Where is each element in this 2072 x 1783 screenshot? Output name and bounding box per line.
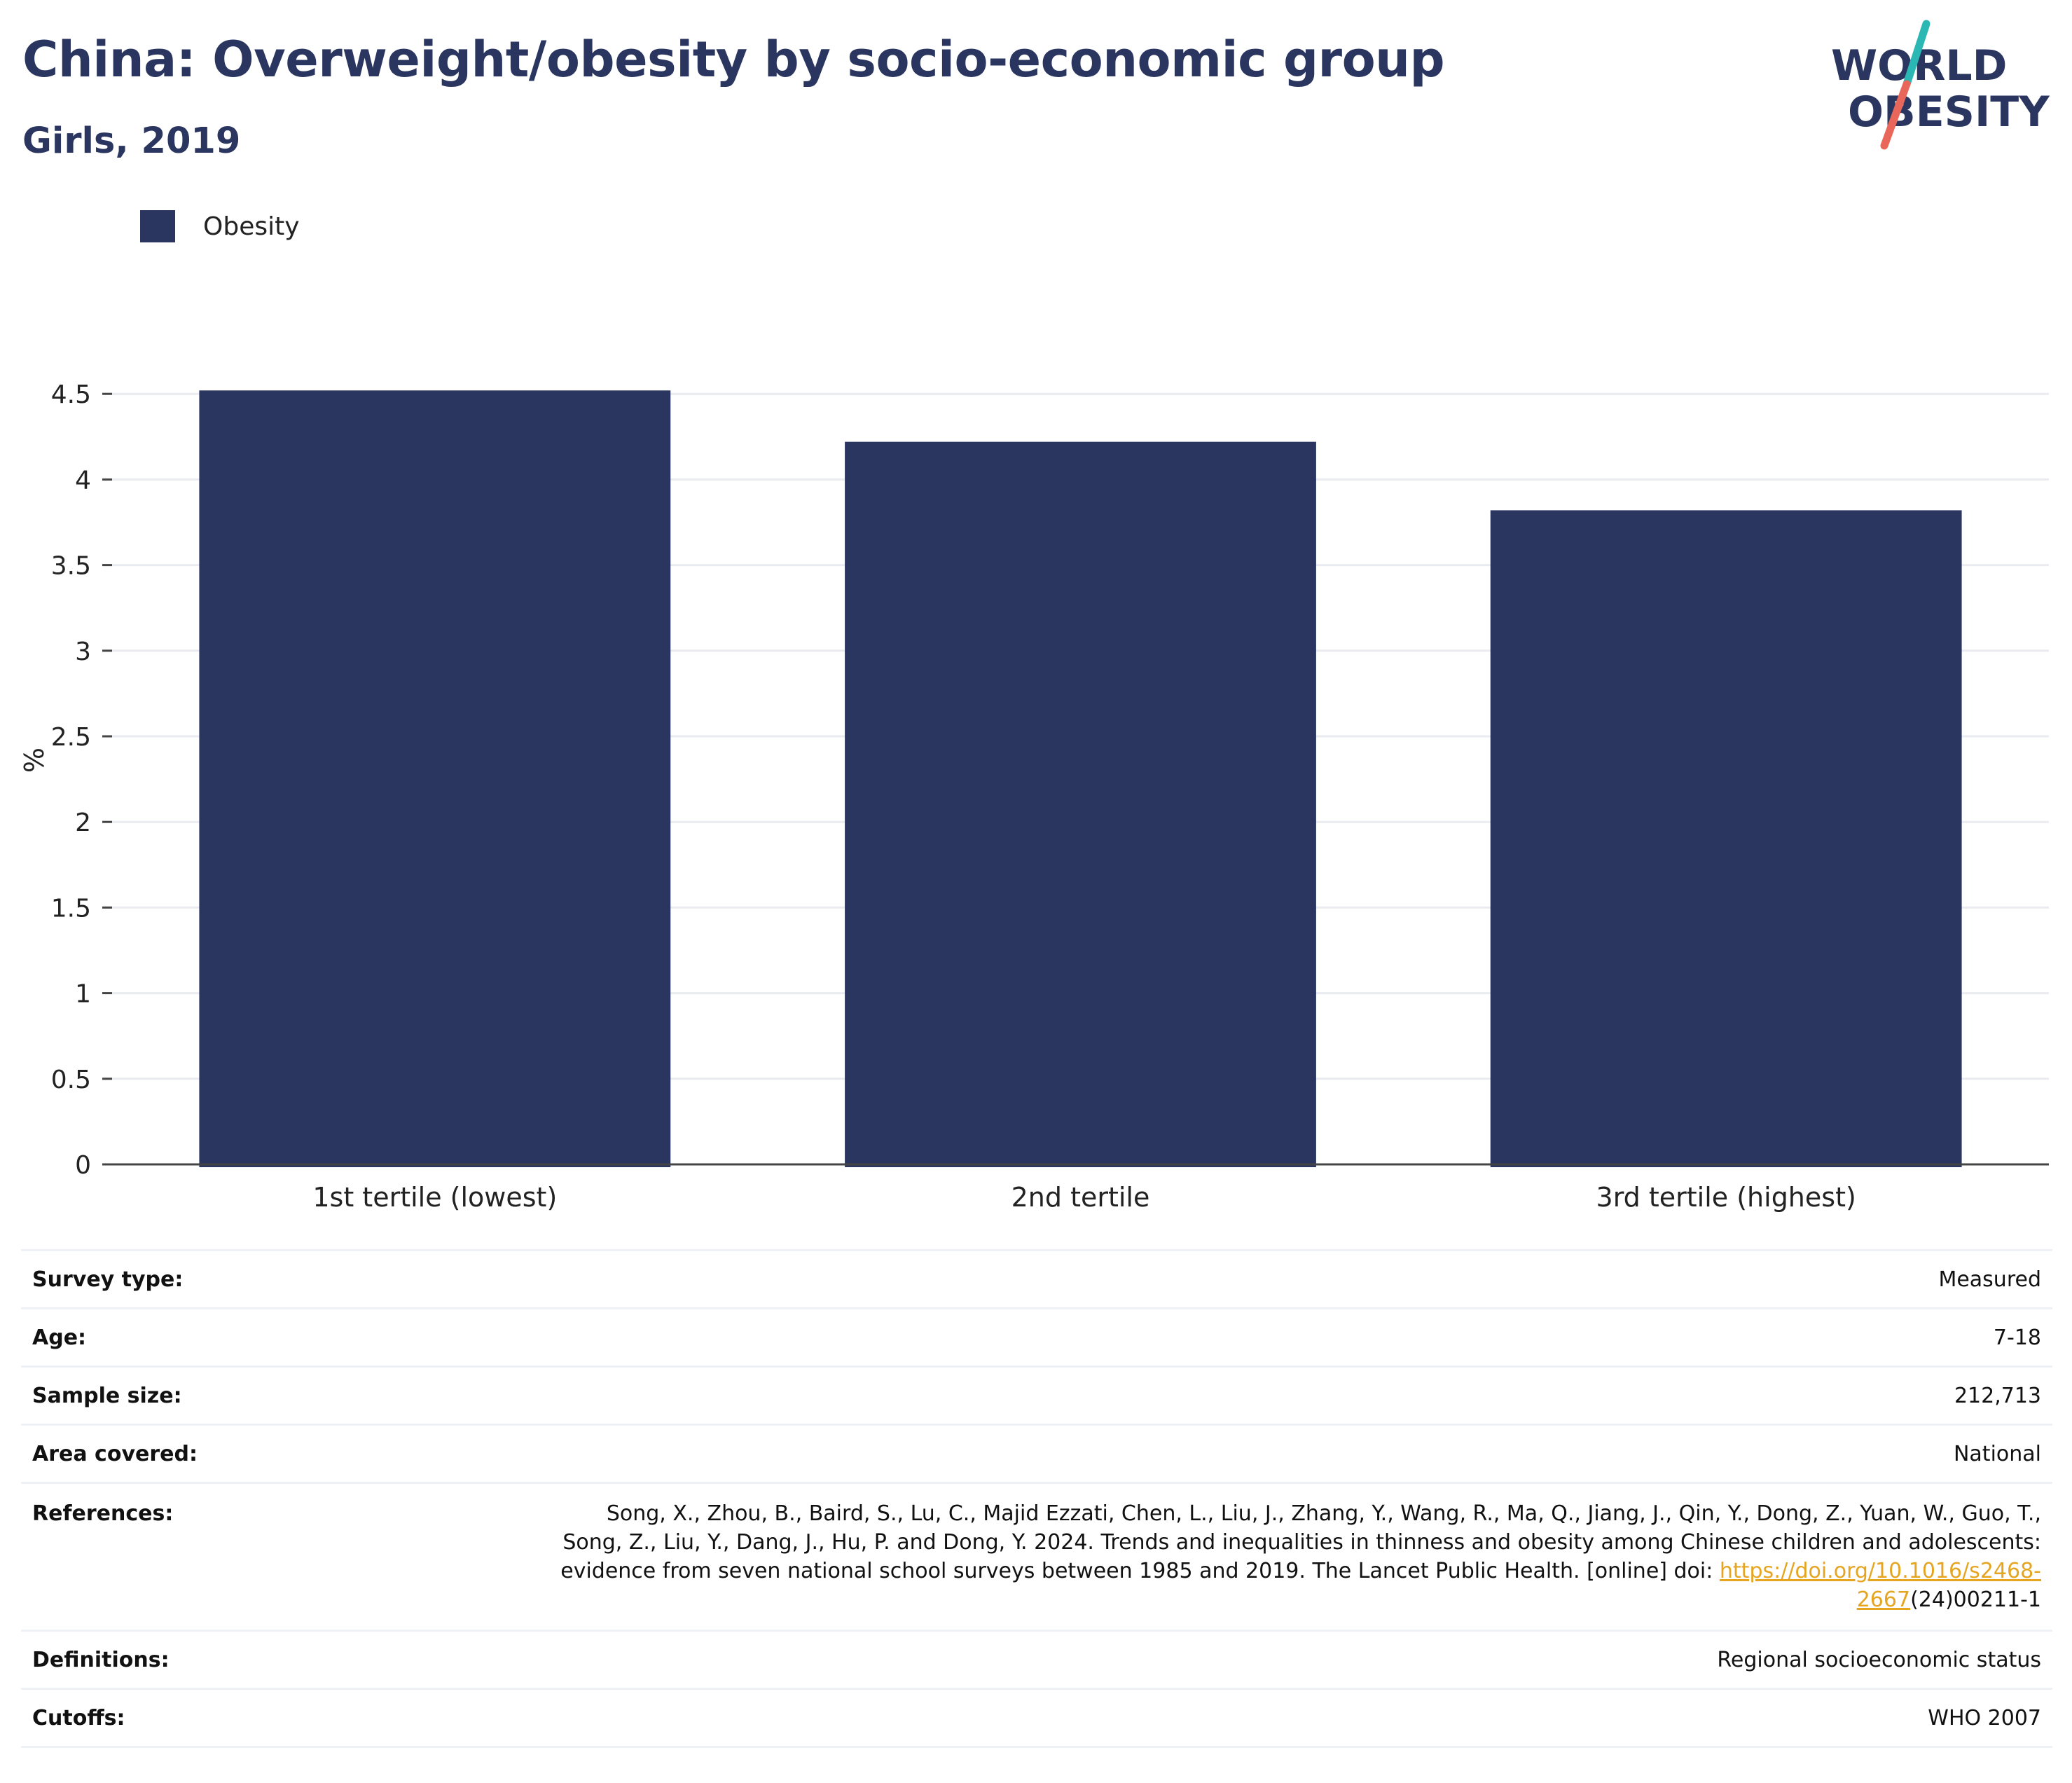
y-tick-label: 4 <box>75 466 91 495</box>
x-tick-label: 2nd tertile <box>1011 1182 1150 1213</box>
bars <box>199 390 1962 1167</box>
info-value: Measured <box>534 1249 2052 1309</box>
legend-label-obesity: Obesity <box>203 212 300 241</box>
references-doi-suffix: (24)00211-1 <box>1910 1588 2041 1612</box>
y-axis-ticks: 0 0.5 1 1.5 2 2.5 3 3.5 4 4.5 <box>51 380 112 1180</box>
info-label: Area covered: <box>21 1424 534 1483</box>
y-tick-label: 0.5 <box>51 1066 91 1094</box>
references-text: Song, X., Zhou, B., Baird, S., Lu, C., M… <box>534 1482 2052 1631</box>
references-doi-link[interactable]: https://doi.org/10.1016/s2468-2667 <box>1719 1559 2041 1612</box>
chart-title: China: Overweight/obesity by socio-econo… <box>22 31 1445 88</box>
info-label: Cutoffs: <box>21 1688 534 1748</box>
x-tick-label: 3rd tertile (highest) <box>1596 1182 1856 1213</box>
info-row-area-covered: Area covered: National <box>21 1424 2052 1483</box>
bar-2[interactable] <box>845 441 1316 1167</box>
survey-info-table: Survey type: Measured Age: 7-18 Sample s… <box>21 1249 2052 1748</box>
y-tick-label: 0 <box>75 1151 91 1180</box>
info-value: WHO 2007 <box>534 1688 2052 1748</box>
info-value: 212,713 <box>534 1365 2052 1425</box>
info-row-references: References: Song, X., Zhou, B., Baird, S… <box>21 1482 2052 1631</box>
logo-slash-coral <box>1880 80 1911 150</box>
bar-1[interactable] <box>199 390 671 1167</box>
info-label: Definitions: <box>21 1630 534 1689</box>
y-tick-label: 2.5 <box>51 723 91 752</box>
info-label: Age: <box>21 1307 534 1367</box>
info-label: References: <box>21 1482 534 1631</box>
x-tick-label: 1st tertile (lowest) <box>312 1182 557 1213</box>
info-value: National <box>534 1424 2052 1483</box>
chart-subtitle: Girls, 2019 <box>22 121 241 162</box>
info-row-cutoffs: Cutoffs: WHO 2007 <box>21 1688 2052 1748</box>
info-row-survey-type: Survey type: Measured <box>21 1249 2052 1309</box>
y-tick-label: 2 <box>75 808 91 837</box>
bar-chart: 0 0.5 1 1.5 2 2.5 3 3.5 4 4.5 1st tertile (lowest… <box>19 380 2049 1213</box>
info-row-sample-size: Sample size: 212,713 <box>21 1365 2052 1425</box>
info-row-age: Age: 7-18 <box>21 1307 2052 1367</box>
y-tick-label: 3.5 <box>51 552 91 581</box>
info-value: 7-18 <box>534 1307 2052 1367</box>
x-axis-ticks: 1st tertile (lowest) 2nd tertile 3rd terti… <box>312 1182 1856 1213</box>
logo-slash-teal <box>1902 20 1931 88</box>
y-tick-label: 4.5 <box>51 380 91 409</box>
references-citation: Song, X., Zhou, B., Baird, S., Lu, C., M… <box>560 1501 2041 1583</box>
y-tick-label: 3 <box>75 638 91 666</box>
chart-legend[interactable]: Obesity <box>140 209 300 244</box>
y-tick-label: 1 <box>75 980 91 1009</box>
logo-text-obesity: OBESITY <box>1848 88 2050 137</box>
info-row-definitions: Definitions: Regional socioeconomic stat… <box>21 1630 2052 1689</box>
y-tick-label: 1.5 <box>51 894 91 923</box>
y-axis-title: % <box>19 748 50 773</box>
info-label: Survey type: <box>21 1249 534 1309</box>
legend-swatch-obesity <box>140 210 175 242</box>
info-value: Regional socioeconomic status <box>534 1630 2052 1689</box>
bar-3[interactable] <box>1490 510 1962 1167</box>
world-obesity-logo: WORLD OBESITY <box>1831 20 2050 150</box>
info-label: Sample size: <box>21 1365 534 1425</box>
